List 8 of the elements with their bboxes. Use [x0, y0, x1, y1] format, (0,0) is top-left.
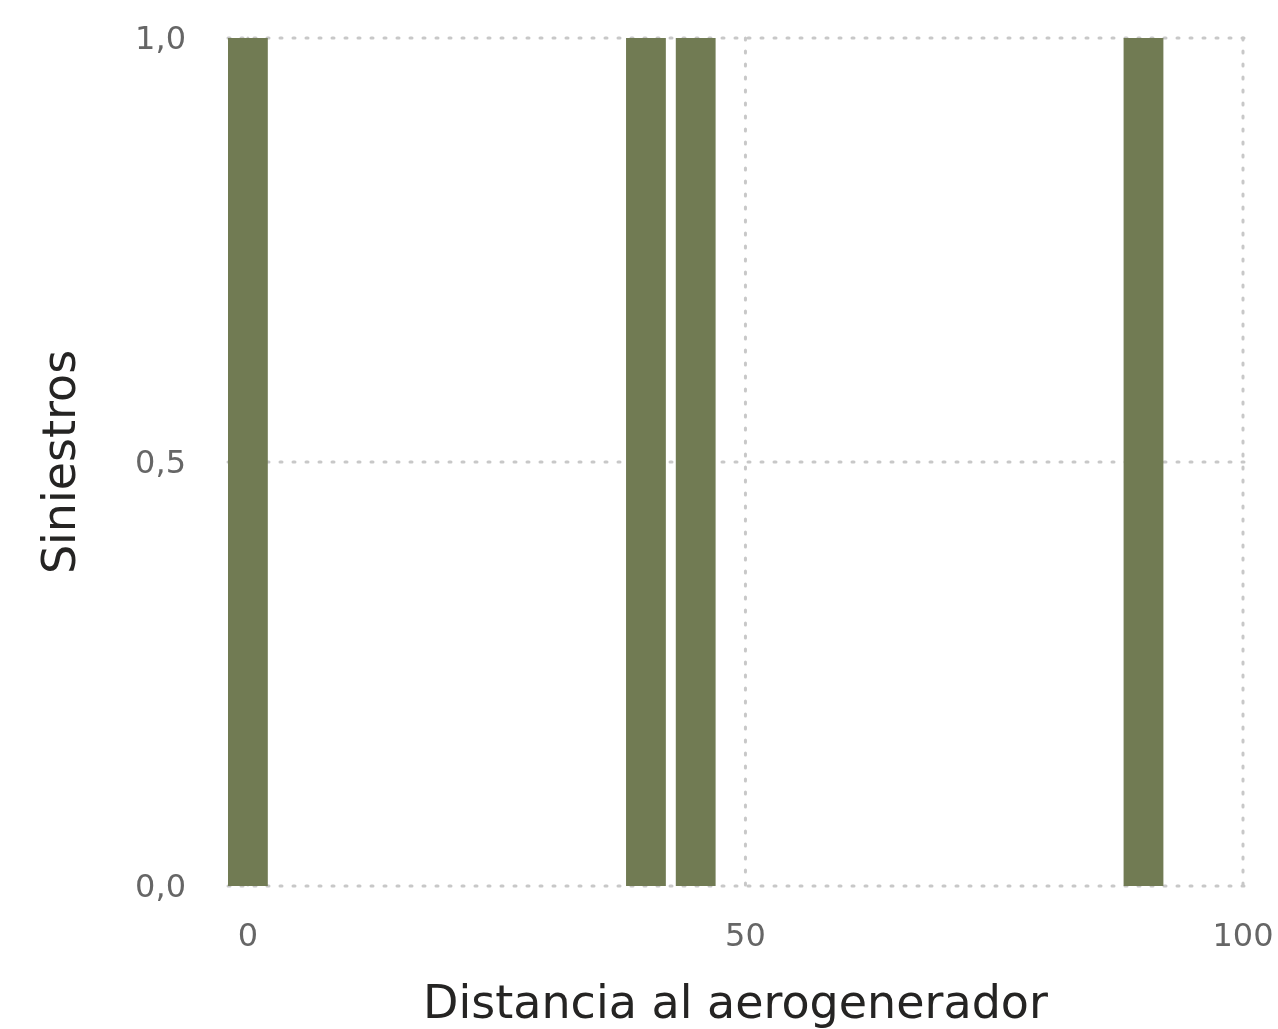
y-tick-label: 1,0	[135, 19, 186, 58]
x-tick-label: 0	[237, 916, 259, 954]
x-axis-title: Distancia al aerogenerador	[423, 975, 1049, 1029]
x-tick-label: 50	[725, 916, 766, 954]
y-axis-title: Siniestros	[32, 349, 86, 575]
x-tick-label: 100	[1212, 916, 1274, 954]
y-tick-label: 0,0	[135, 867, 186, 906]
y-tick-label: 0,5	[135, 443, 186, 482]
